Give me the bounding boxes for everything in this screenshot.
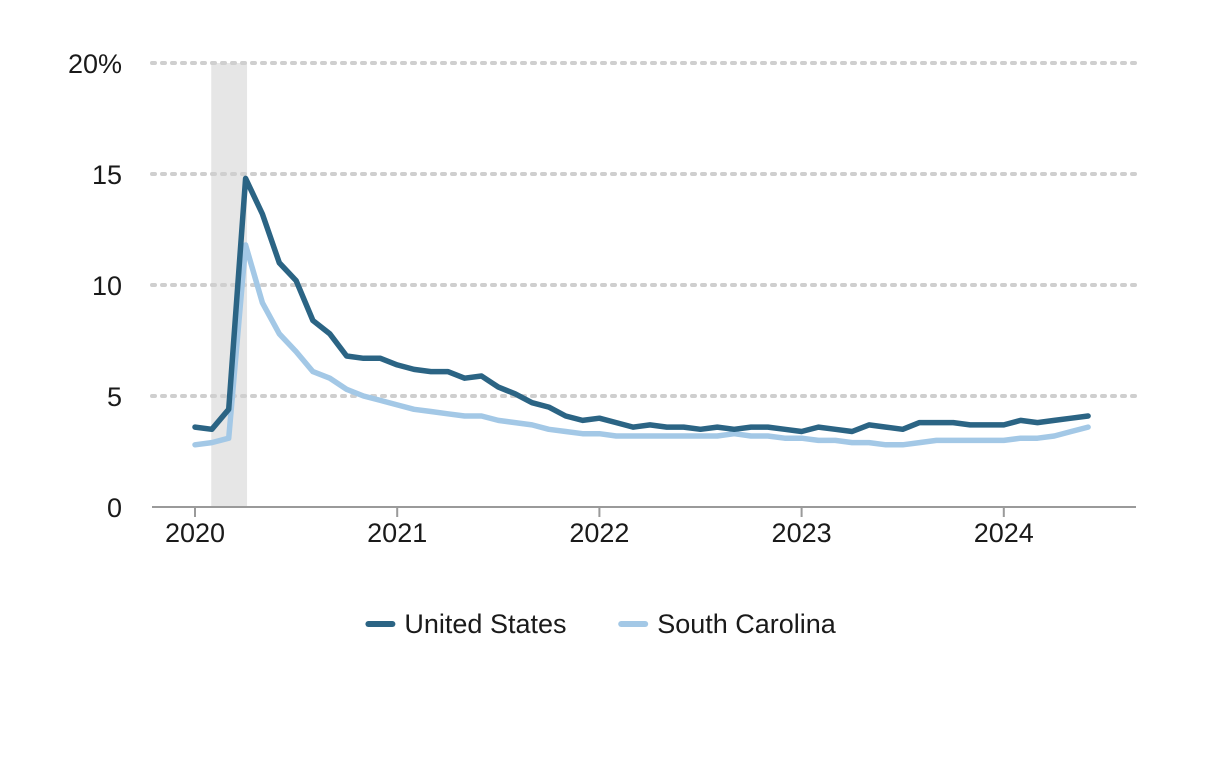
y-tick-label: 5 [107, 382, 122, 412]
series-lines [192, 175, 1091, 448]
axes: 0 5 10 15 20% 2020 2021 2022 2023 2024 [68, 49, 1136, 548]
legend: United States South Carolina [365, 609, 837, 639]
x-tick-label: 2022 [569, 518, 629, 548]
legend-label-united-states: United States [404, 609, 566, 639]
legend-label-south-carolina: South Carolina [657, 609, 837, 639]
y-tick-label: 15 [92, 160, 122, 190]
y-tick-label: 20% [68, 49, 122, 79]
x-tick-label: 2020 [165, 518, 225, 548]
y-tick-label: 0 [107, 493, 122, 523]
series-line-united-states [192, 175, 1091, 435]
x-tick-label: 2024 [974, 518, 1034, 548]
series-line-south-carolina [192, 242, 1091, 448]
gridlines [150, 61, 1138, 398]
x-tick-label: 2021 [367, 518, 427, 548]
x-tick-label: 2023 [772, 518, 832, 548]
y-tick-label: 10 [92, 271, 122, 301]
